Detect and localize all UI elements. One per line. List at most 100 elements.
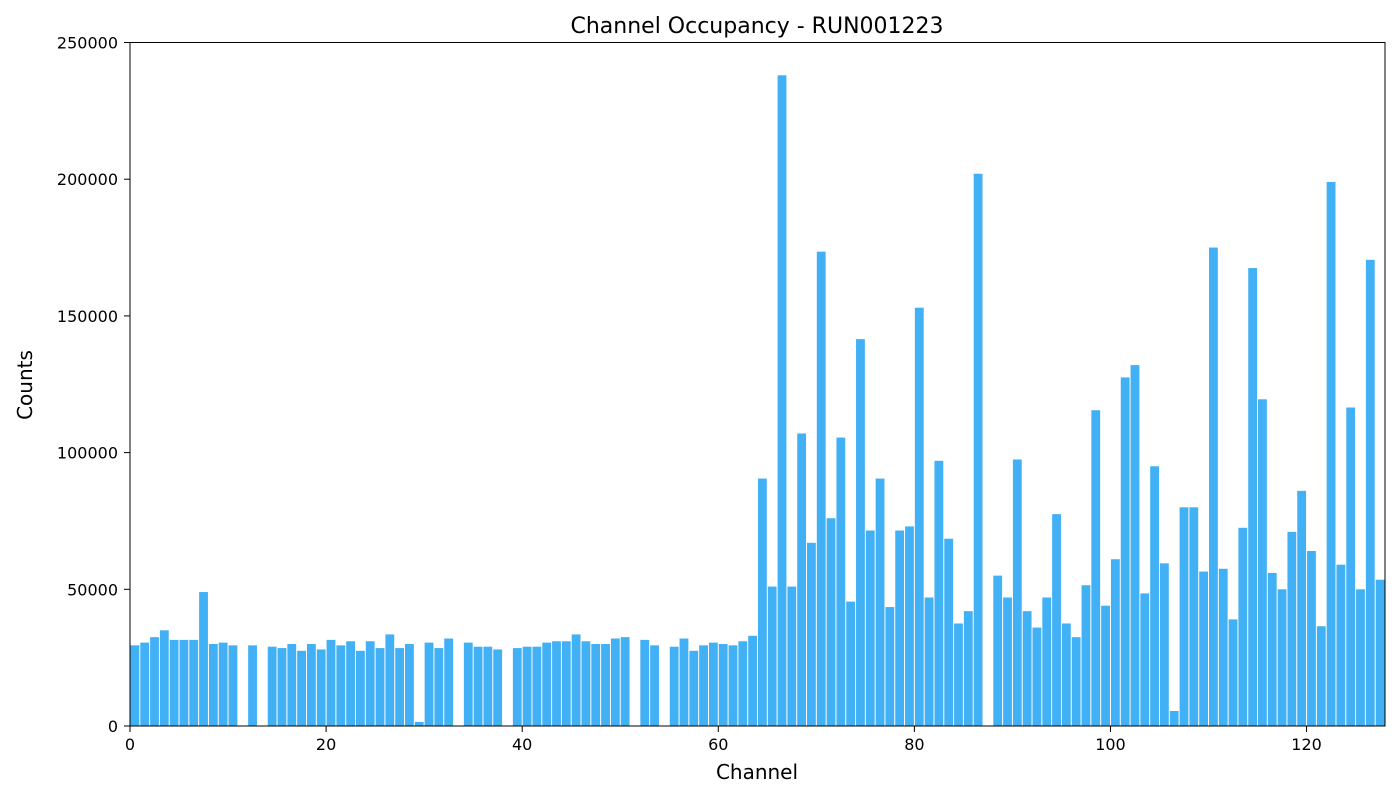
bar-channel-124 (1346, 407, 1356, 726)
bar-channel-73 (846, 601, 856, 726)
bar-channel-14 (267, 646, 277, 726)
bar-channel-75 (865, 530, 875, 726)
bar-channel-58 (699, 645, 708, 726)
bar-channel-64 (757, 478, 767, 726)
bar-channel-79 (905, 526, 914, 726)
bar-channel-113 (1238, 527, 1248, 726)
bar-channel-70 (816, 251, 826, 726)
bar-channel-127 (1375, 579, 1385, 726)
bar-channel-90 (1012, 459, 1022, 726)
bar-channel-121 (1316, 626, 1326, 726)
bar-channel-15 (277, 648, 287, 726)
bar-channel-49 (610, 638, 620, 726)
bar-channel-41 (532, 646, 542, 726)
bar-channel-46 (581, 641, 591, 726)
bar-channel-107 (1179, 507, 1189, 726)
x-tick-label: 0 (125, 735, 135, 754)
bar-channel-67 (787, 586, 797, 726)
bar-channel-68 (797, 433, 807, 726)
x-tick-label: 120 (1291, 735, 1322, 754)
bar-channel-104 (1150, 466, 1159, 726)
bar-channel-115 (1258, 399, 1267, 726)
bar-channel-119 (1297, 490, 1307, 726)
bar-channel-62 (738, 641, 748, 726)
bar-channel-52 (640, 639, 650, 726)
bar-channel-56 (679, 638, 689, 726)
bar-channel-9 (218, 642, 228, 726)
y-tick-label: 250000 (57, 34, 118, 53)
bar-channel-3 (159, 630, 169, 726)
bar-channel-50 (620, 637, 630, 726)
bar-channel-98 (1091, 410, 1101, 726)
y-axis-label: Counts (13, 350, 37, 420)
bar-channel-45 (571, 634, 581, 726)
x-axis-ticks: 0 20 40 60 80 100 120 (125, 726, 1322, 754)
bar-channel-55 (669, 646, 679, 726)
bar-channel-114 (1248, 268, 1258, 726)
bar-channel-88 (993, 575, 1003, 726)
x-tick-label: 40 (512, 735, 532, 754)
bar-channel-71 (826, 518, 836, 726)
bar-channel-21 (336, 645, 346, 726)
bar-channel-48 (601, 643, 610, 726)
bar-channel-76 (875, 478, 885, 726)
y-tick-label: 100000 (57, 444, 118, 463)
y-axis-ticks: 0 50000 100000 150000 200000 250000 (57, 34, 130, 736)
bar-channel-126 (1365, 259, 1375, 726)
bar-channel-108 (1189, 507, 1199, 726)
bar-channel-47 (591, 643, 601, 726)
bar-channel-112 (1228, 619, 1238, 726)
bar-channel-22 (346, 641, 356, 726)
bar-channel-20 (326, 639, 336, 726)
bar-channel-66 (777, 75, 787, 726)
bar-channel-81 (924, 597, 934, 726)
bar-channel-94 (1052, 514, 1061, 726)
bar-channel-42 (542, 642, 552, 726)
bar-channel-6 (189, 639, 199, 726)
x-tick-label: 20 (316, 735, 336, 754)
bar-channel-72 (836, 437, 846, 726)
bar-channel-34 (463, 642, 473, 726)
bar-channel-36 (483, 646, 493, 726)
bar-channel-60 (718, 643, 728, 726)
bar-channel-78 (895, 530, 905, 726)
bar-channel-85 (963, 611, 973, 726)
bar-channel-30 (424, 642, 434, 726)
bar-channel-117 (1277, 589, 1287, 726)
bar-channel-125 (1356, 589, 1365, 726)
bar-channel-53 (650, 645, 659, 726)
bar-channel-109 (1199, 571, 1209, 726)
bar-channel-31 (434, 648, 444, 726)
bar-channel-110 (1209, 247, 1218, 727)
bar-channel-12 (248, 645, 257, 726)
bars-group (130, 75, 1385, 727)
bar-channel-103 (1140, 593, 1150, 726)
bar-channel-0 (130, 645, 140, 726)
bar-channel-89 (1003, 597, 1012, 726)
bar-channel-61 (728, 645, 738, 726)
bar-channel-44 (561, 641, 571, 726)
bar-channel-74 (856, 339, 865, 726)
bar-channel-105 (1159, 563, 1169, 726)
x-tick-label: 80 (904, 735, 924, 754)
bar-channel-43 (552, 641, 561, 726)
bar-channel-97 (1081, 585, 1091, 726)
bar-channel-39 (512, 648, 522, 726)
bar-channel-99 (1101, 605, 1110, 726)
bar-channel-16 (287, 643, 297, 726)
bar-channel-116 (1267, 572, 1277, 726)
bar-channel-7 (199, 592, 208, 726)
bar-channel-4 (169, 639, 179, 726)
bar-channel-96 (1071, 637, 1081, 726)
bar-channel-40 (522, 646, 532, 726)
bar-channel-35 (473, 646, 483, 726)
bar-channel-29 (414, 721, 424, 726)
bar-channel-57 (689, 650, 699, 726)
bar-channel-59 (708, 642, 718, 726)
plot-frame (129, 42, 1386, 727)
chart-title: Channel Occupancy - RUN001223 (570, 14, 943, 39)
bar-channel-120 (1307, 551, 1316, 726)
bar-channel-17 (297, 650, 306, 726)
bar-channel-83 (944, 538, 954, 726)
